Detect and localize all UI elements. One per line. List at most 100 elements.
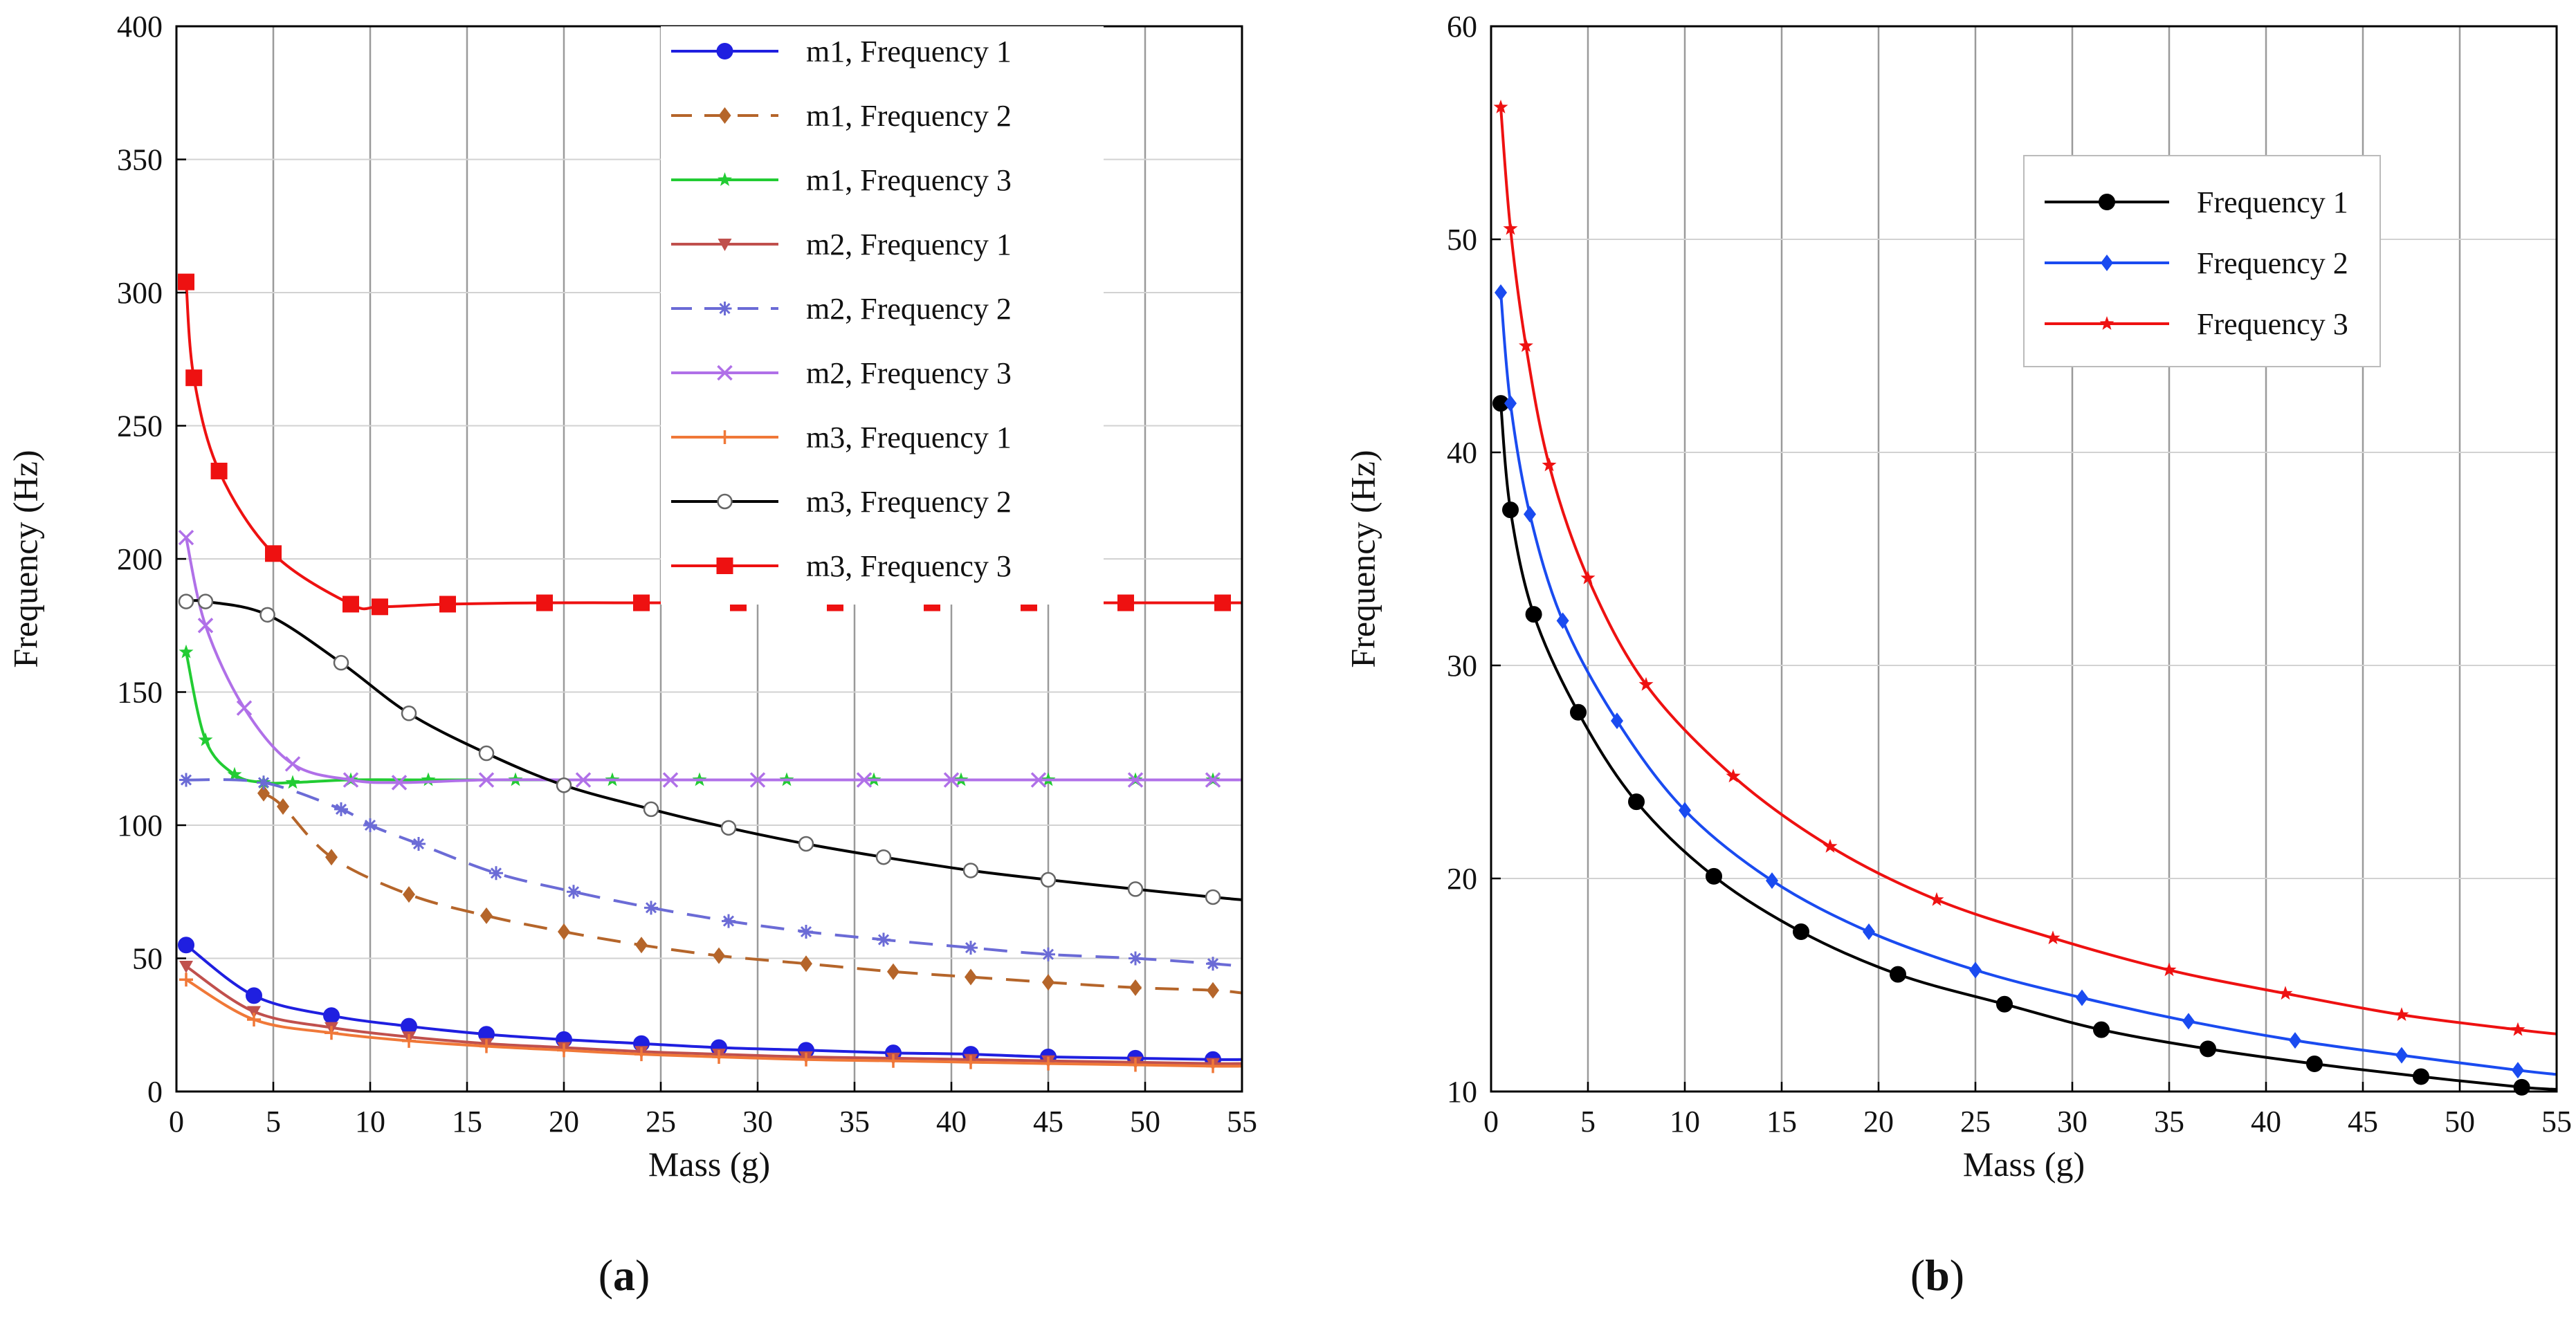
x-axis-label: Mass (g)	[1963, 1145, 2085, 1184]
data-point	[1127, 881, 1144, 897]
y-tick-label: 0	[147, 1075, 163, 1109]
legend-marker	[716, 43, 733, 59]
series-markers-m3-frequency-1	[179, 973, 1220, 1074]
data-point	[227, 766, 242, 781]
data-point	[236, 700, 253, 716]
data-point	[1205, 772, 1221, 788]
legend-label: Frequency 2	[2197, 246, 2348, 280]
legend-label: m3, Frequency 3	[806, 549, 1012, 583]
data-point	[1542, 457, 1557, 472]
data-point	[1570, 703, 1587, 721]
series-markers-frequency-3	[1493, 100, 2525, 1036]
data-point	[1495, 284, 1507, 301]
data-point	[558, 923, 570, 940]
data-point	[323, 1007, 340, 1024]
legend-marker	[718, 172, 732, 186]
data-point	[567, 885, 581, 899]
data-point	[259, 607, 275, 623]
plot-frame	[1490, 25, 2558, 1093]
data-point	[439, 596, 456, 613]
data-point	[197, 618, 214, 634]
y-tick-label: 60	[1447, 10, 1477, 44]
series-line-m2-frequency-2	[185, 778, 1243, 968]
y-tick-label: 350	[117, 143, 163, 177]
data-point	[1207, 982, 1219, 999]
data-point	[342, 772, 359, 788]
legend-marker	[717, 365, 733, 381]
data-point	[402, 1033, 416, 1048]
data-point	[2162, 962, 2177, 977]
data-point	[1214, 594, 1231, 611]
data-point	[1929, 892, 1944, 906]
data-point	[557, 1043, 571, 1058]
data-point	[334, 802, 348, 816]
data-point	[1206, 1059, 1220, 1074]
data-point	[479, 1039, 493, 1053]
data-point	[179, 644, 194, 658]
panel-letter: b	[1925, 1251, 1950, 1300]
legend-marker	[718, 430, 732, 444]
x-tick-label: 10	[355, 1105, 385, 1139]
data-point	[1030, 772, 1047, 788]
y-axis-label: Frequency (Hz)	[6, 450, 44, 667]
legend-marker	[2099, 316, 2114, 330]
data-point	[800, 955, 812, 973]
data-point	[575, 772, 592, 788]
data-point	[1706, 867, 1722, 885]
panel-label: (b)	[1910, 1251, 1964, 1300]
legend-entry-m1-frequency-2: m1, Frequency 2	[671, 99, 1012, 133]
data-point	[179, 773, 193, 787]
data-point	[1525, 606, 1542, 623]
data-point	[285, 775, 300, 789]
x-tick-label: 45	[2348, 1105, 2378, 1139]
y-tick-label: 200	[117, 542, 163, 576]
legend-entry-m1-frequency-1: m1, Frequency 1	[671, 35, 1012, 68]
panel-a: 0 5 10 15 20 25 30 35 40 45 50 55 0 50 100 150 200 250 300…	[6, 10, 1257, 1300]
x-tick-label: 50	[1130, 1105, 1160, 1139]
data-point	[799, 1052, 813, 1067]
legend-label: m1, Frequency 1	[806, 35, 1012, 68]
data-point	[875, 849, 892, 865]
data-point	[643, 801, 659, 818]
data-point	[178, 937, 194, 954]
x-tick-label: 30	[742, 1105, 773, 1139]
y-tick-label: 100	[117, 809, 163, 842]
data-point	[342, 596, 359, 613]
legend-marker	[716, 558, 733, 574]
legend-entry-m2-frequency-2: m2, Frequency 2	[671, 292, 1012, 326]
data-point	[2512, 1062, 2524, 1079]
legend-marker	[2099, 194, 2115, 210]
data-point	[1502, 501, 1519, 519]
data-point	[2076, 989, 2088, 1006]
data-point	[536, 594, 553, 611]
legend-entry-m3-frequency-1: m3, Frequency 1	[671, 421, 1012, 454]
data-point	[178, 273, 194, 291]
y-tick-label: 150	[117, 676, 163, 710]
x-tick-label: 20	[549, 1105, 579, 1139]
y-tick-label: 10	[1447, 1075, 1477, 1109]
x-tick-label: 45	[1033, 1105, 1063, 1139]
legend-label: m2, Frequency 3	[806, 356, 1012, 390]
x-tick-label: 40	[2251, 1105, 2281, 1139]
x-axis-label: Mass (g)	[648, 1145, 770, 1184]
legend-label: m3, Frequency 2	[806, 485, 1012, 519]
series-line-m2-frequency-3	[185, 537, 1242, 784]
data-point	[943, 772, 960, 788]
panel-letter: a	[613, 1251, 635, 1300]
series-line-frequency-2	[1499, 292, 2557, 1076]
series-group	[1492, 100, 2557, 1096]
data-point	[210, 462, 228, 479]
data-point	[633, 594, 650, 611]
data-point	[962, 863, 979, 878]
legend-entry-m3-frequency-2: m3, Frequency 2	[671, 485, 1012, 519]
data-point	[886, 1053, 900, 1068]
data-point	[877, 932, 890, 947]
data-point	[713, 947, 725, 964]
data-point	[1969, 961, 1982, 979]
y-tick-label: 250	[117, 409, 163, 443]
data-point	[2513, 1078, 2530, 1096]
data-point	[1129, 951, 1142, 966]
data-point	[1766, 872, 1778, 890]
data-point	[489, 866, 503, 881]
data-point	[421, 772, 436, 786]
